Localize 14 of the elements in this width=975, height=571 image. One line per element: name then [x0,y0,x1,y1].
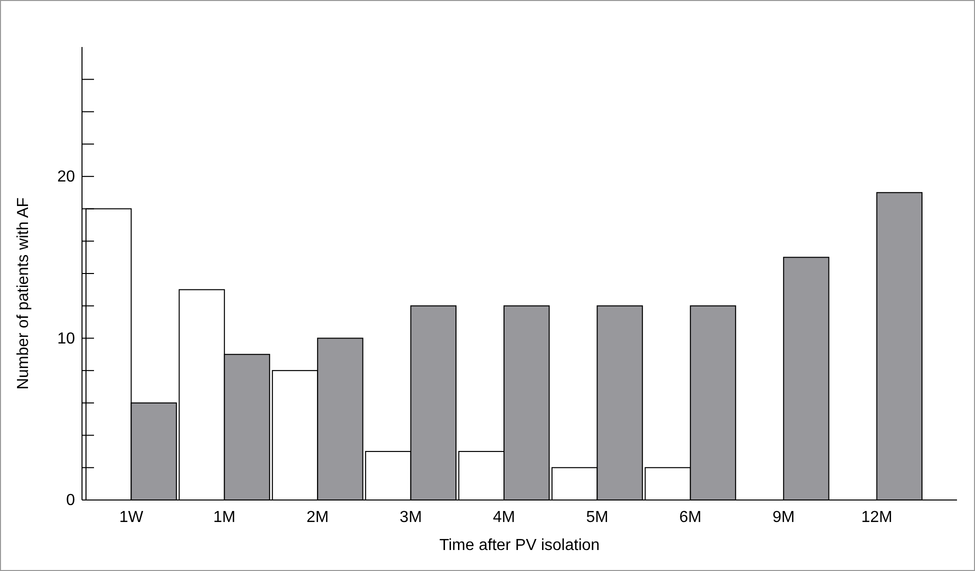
x-tick-label: 2M [306,509,329,526]
x-tick-label: 3M [400,509,422,526]
y-axis-title: Number of patients with AF [15,197,32,390]
x-tick-label: 1M [213,509,236,526]
x-tick-label: 5M [586,509,608,526]
x-axis-title: Time after PV isolation [439,537,600,554]
y-tick-label: 0 [66,492,76,510]
x-tick-label: 4M [492,509,516,526]
x-tick-label: 12M [861,509,892,526]
x-tick-label: 9M [772,509,795,526]
y-tick-label: 10 [57,330,76,348]
x-tick-label: 1W [119,509,144,526]
y-tick-label: 20 [57,168,76,186]
x-tick-label: 6M [679,509,702,526]
